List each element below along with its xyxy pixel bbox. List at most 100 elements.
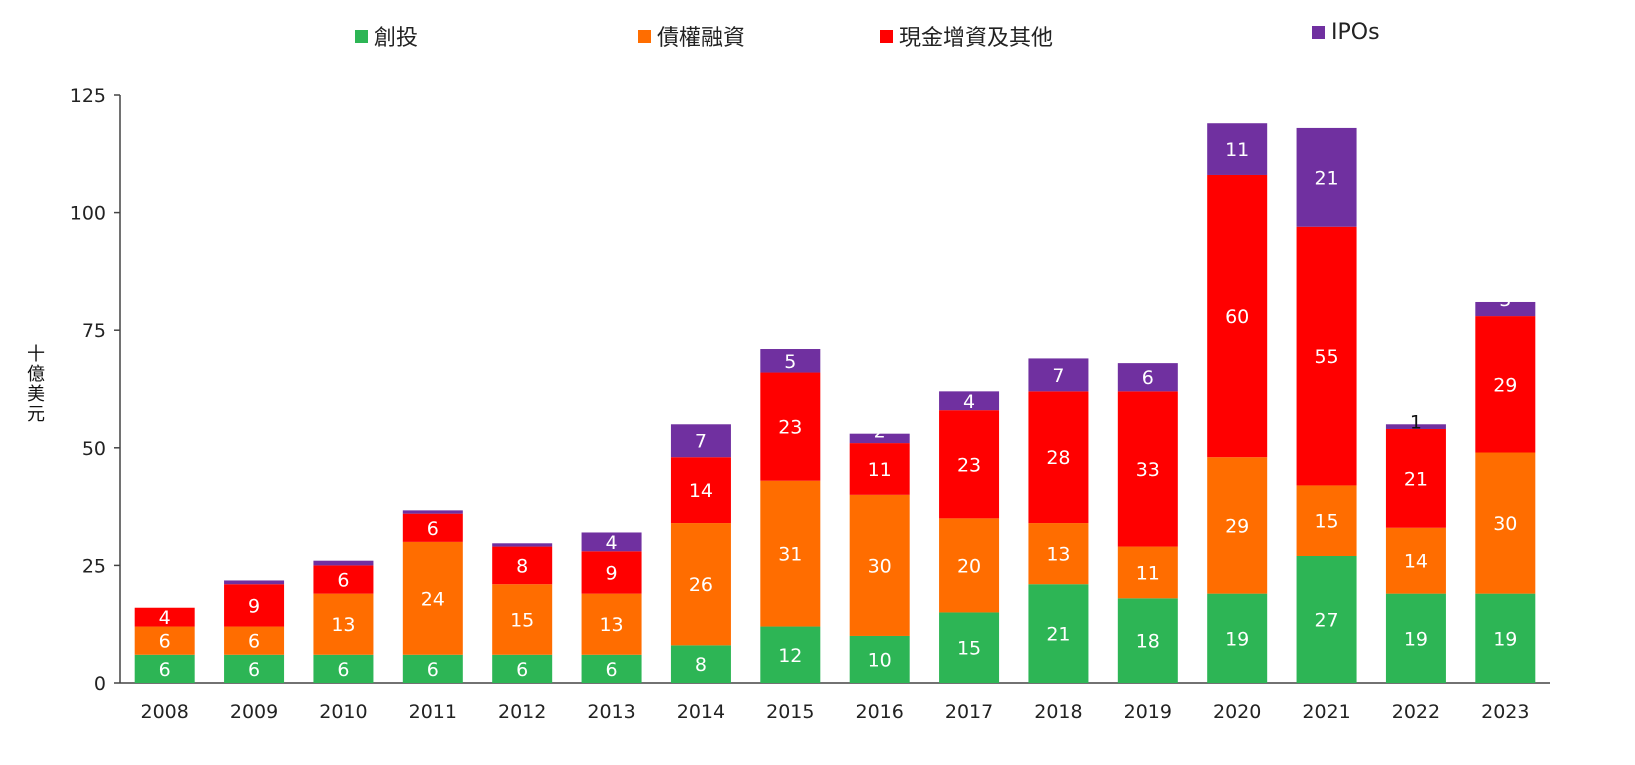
bar-segment xyxy=(224,580,285,585)
bar-segment xyxy=(492,543,553,547)
bar-segment xyxy=(402,510,463,514)
bar-segment xyxy=(1475,593,1536,683)
bar-segment xyxy=(1117,546,1178,599)
bar-segment xyxy=(849,443,910,495)
x-tick-label: 2014 xyxy=(677,701,725,723)
data-label: 30 xyxy=(1493,513,1517,535)
bar-segment xyxy=(134,607,195,627)
bar-segment xyxy=(1385,593,1446,683)
bar-segment xyxy=(1207,457,1268,594)
data-label: 23 xyxy=(957,454,981,476)
data-label: 11 xyxy=(1136,562,1160,584)
data-label: 6 xyxy=(606,659,618,681)
x-tick-label: 2010 xyxy=(319,701,367,723)
x-tick-label: 2013 xyxy=(587,701,635,723)
data-label: 6 xyxy=(248,631,260,653)
bar-segment xyxy=(134,626,195,655)
data-label: 15 xyxy=(1314,511,1338,533)
data-label: 23 xyxy=(778,417,802,439)
data-label: 6 xyxy=(248,659,260,681)
bar-segment xyxy=(1207,593,1268,683)
data-label: 7 xyxy=(1052,365,1064,387)
bar-segment xyxy=(581,654,642,683)
data-label: 6 xyxy=(337,570,349,592)
y-tick-label: 100 xyxy=(70,203,106,225)
bar-segment xyxy=(1385,424,1446,429)
data-label: 33 xyxy=(1136,459,1160,481)
data-label: 24 xyxy=(421,588,445,610)
x-tick-label: 2023 xyxy=(1481,701,1529,723)
data-label: 7 xyxy=(695,431,707,453)
data-label: 31 xyxy=(778,544,802,566)
bar-segment xyxy=(313,654,374,683)
bar-segment xyxy=(670,457,731,524)
data-label: 1 xyxy=(1410,411,1422,433)
data-label: 27 xyxy=(1314,609,1338,631)
bar-segment xyxy=(581,551,642,594)
data-label: 4 xyxy=(159,607,171,629)
bar-segment xyxy=(224,654,285,683)
data-label: 15 xyxy=(510,609,534,631)
data-label: 10 xyxy=(868,649,892,671)
data-label: 29 xyxy=(1493,374,1517,396)
bar-segment xyxy=(313,565,374,594)
data-label: 28 xyxy=(1046,447,1070,469)
bar-segment xyxy=(939,410,1000,519)
y-axis-label: 十億美元 xyxy=(27,344,45,425)
data-label: 15 xyxy=(957,638,981,660)
bar-segment xyxy=(134,654,195,683)
bar-segment xyxy=(670,424,731,458)
bar-segment xyxy=(402,541,463,655)
y-tick-label: 75 xyxy=(82,320,106,342)
data-label: 6 xyxy=(516,659,528,681)
y-tick-label: 25 xyxy=(82,555,106,577)
data-label: 6 xyxy=(159,631,171,653)
bar-segment xyxy=(492,546,553,585)
data-label: 12 xyxy=(778,645,802,667)
data-label: 55 xyxy=(1314,346,1338,368)
legend-label: 現金增資及其他 xyxy=(899,26,1054,51)
y-tick-label: 125 xyxy=(70,85,106,107)
bar-segment xyxy=(849,635,910,683)
legend-item-venture: 創投 xyxy=(355,20,418,52)
x-tick-label: 2008 xyxy=(141,701,189,723)
bar-segment xyxy=(402,654,463,683)
x-tick-label: 2017 xyxy=(945,701,993,723)
bar-segment xyxy=(1296,485,1357,556)
bar-segment xyxy=(313,593,374,655)
legend-item-cash: 現金增資及其他 xyxy=(880,20,1053,52)
data-label: 6 xyxy=(427,518,439,540)
x-tick-label: 2009 xyxy=(230,701,278,723)
data-label: 6 xyxy=(337,659,349,681)
bar-segment xyxy=(1117,363,1178,392)
bar-segment xyxy=(939,518,1000,613)
data-label: 14 xyxy=(689,480,713,502)
bar-segment xyxy=(1296,127,1357,227)
bar-segment xyxy=(760,372,821,481)
data-label: 19 xyxy=(1225,628,1249,650)
data-label: 9 xyxy=(606,562,618,584)
data-label: 6 xyxy=(159,659,171,681)
bar-segment xyxy=(402,513,463,542)
bar-segment xyxy=(760,349,821,373)
data-label: 9 xyxy=(248,595,260,617)
bar-segment xyxy=(313,560,374,566)
data-label: 30 xyxy=(868,555,892,577)
data-label: 60 xyxy=(1225,306,1249,328)
bar-segment xyxy=(1296,226,1357,486)
bar-segment xyxy=(581,593,642,655)
data-label: 13 xyxy=(1046,544,1070,566)
bar-segment xyxy=(1117,391,1178,547)
legend-label: 創投 xyxy=(374,26,419,51)
data-label: 13 xyxy=(331,614,355,636)
bar-segment xyxy=(224,584,285,627)
data-label: 20 xyxy=(957,555,981,577)
bar-segment xyxy=(1475,301,1536,317)
bar-segment xyxy=(1296,555,1357,683)
bar-segment xyxy=(224,626,285,655)
bar-segment xyxy=(492,654,553,683)
x-tick-label: 2019 xyxy=(1124,701,1172,723)
data-label: 21 xyxy=(1046,624,1070,646)
data-label: 6 xyxy=(427,659,439,681)
